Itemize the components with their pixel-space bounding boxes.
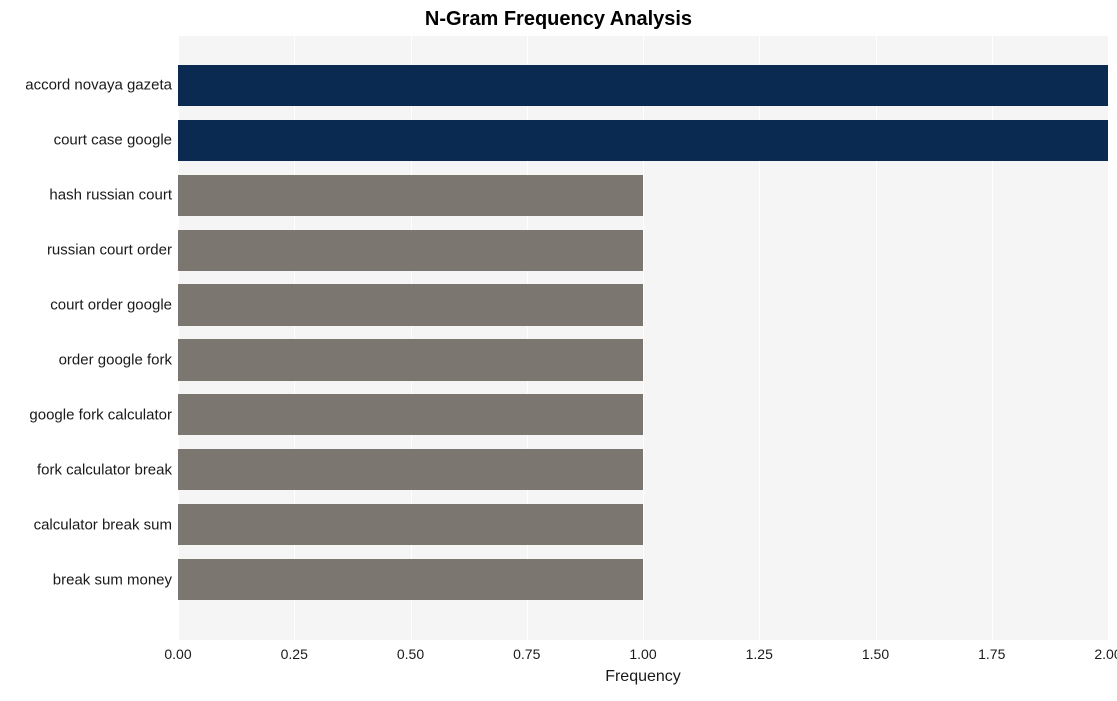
x-tick-label: 1.75 [978, 640, 1005, 662]
bar [178, 284, 643, 325]
plot-area: Frequency 0.000.250.500.751.001.251.501.… [178, 36, 1108, 640]
bar [178, 175, 643, 216]
bar [178, 339, 643, 380]
y-category-label: google fork calculator [29, 406, 178, 423]
grid-vline [1108, 36, 1109, 640]
x-tick-label: 0.00 [164, 640, 191, 662]
bar [178, 230, 643, 271]
bar [178, 394, 643, 435]
x-tick-label: 1.00 [629, 640, 656, 662]
y-category-label: russian court order [47, 242, 178, 259]
y-category-label: accord novaya gazeta [25, 77, 178, 94]
y-category-label: order google fork [59, 351, 178, 368]
x-tick-label: 2.00 [1094, 640, 1117, 662]
bar [178, 65, 1108, 106]
x-tick-label: 1.25 [746, 640, 773, 662]
x-tick-label: 0.25 [281, 640, 308, 662]
y-category-label: calculator break sum [34, 516, 178, 533]
bar [178, 449, 643, 490]
y-category-label: break sum money [53, 571, 178, 588]
x-tick-label: 0.75 [513, 640, 540, 662]
bar [178, 120, 1108, 161]
y-category-label: court case google [54, 132, 178, 149]
y-category-label: hash russian court [49, 187, 178, 204]
bar [178, 559, 643, 600]
y-category-label: court order google [50, 297, 178, 314]
x-tick-label: 1.50 [862, 640, 889, 662]
bar [178, 504, 643, 545]
chart-title: N-Gram Frequency Analysis [0, 8, 1117, 31]
ngram-frequency-chart: N-Gram Frequency Analysis Frequency 0.00… [0, 0, 1117, 701]
x-tick-label: 0.50 [397, 640, 424, 662]
y-category-label: fork calculator break [37, 461, 178, 478]
